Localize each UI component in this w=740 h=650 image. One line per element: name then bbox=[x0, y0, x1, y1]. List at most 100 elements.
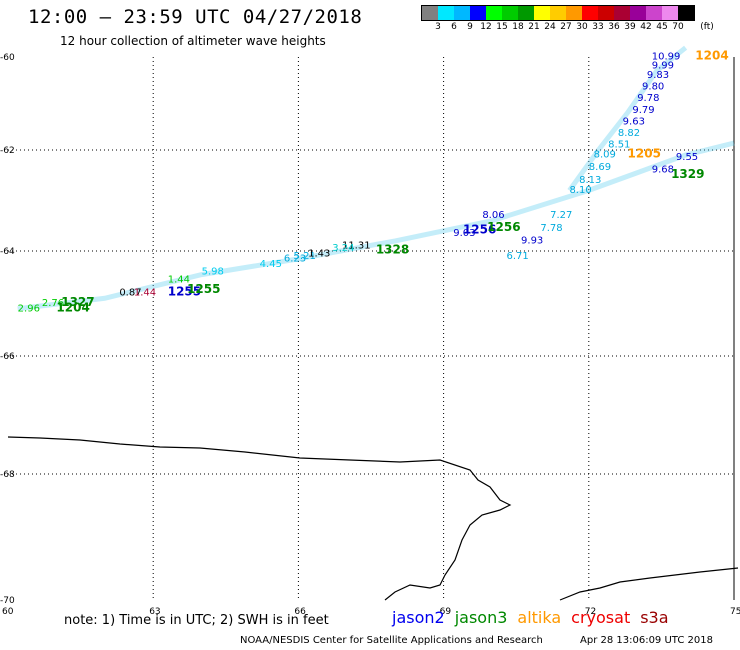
legend-swatch bbox=[662, 6, 678, 20]
lon-tick-label: 63 bbox=[149, 607, 160, 617]
legend-swatch bbox=[470, 6, 486, 20]
wave-height-value: 9.68 bbox=[652, 165, 674, 176]
pass-time-label: 1328 bbox=[376, 243, 409, 257]
legend-swatch bbox=[486, 6, 502, 20]
wave-height-value: 6.23 bbox=[284, 254, 306, 265]
wave-height-value: 8.69 bbox=[589, 162, 611, 173]
mission-jason2: jason2 bbox=[392, 608, 445, 627]
legend-label: 42 bbox=[640, 22, 652, 32]
wave-height-value: 9.55 bbox=[676, 152, 698, 163]
pass-time-label: 1204 bbox=[695, 48, 728, 62]
wave-height-value: 1.44 bbox=[168, 275, 190, 286]
lon-tick-label: 75 bbox=[730, 607, 740, 617]
wave-height-value: 5.98 bbox=[202, 267, 224, 278]
legend-label: 39 bbox=[624, 22, 636, 32]
mission-cryosat: cryosat bbox=[571, 608, 631, 627]
legend-label: 30 bbox=[576, 22, 588, 32]
lon-tick-label: 66 bbox=[294, 607, 306, 617]
axis-tick-labels: 60 63 66 69 72 75 -60 -62 -64 -66 -68 -70 bbox=[0, 53, 740, 617]
pass-time-label: 1256 bbox=[463, 222, 496, 236]
wave-height-value: 4.45 bbox=[260, 259, 282, 270]
graticule bbox=[8, 57, 735, 600]
legend-swatch bbox=[598, 6, 614, 20]
wave-height-value: 8.10 bbox=[569, 185, 591, 196]
pass-time-label: 1327 bbox=[61, 295, 94, 309]
legend-label: 18 bbox=[512, 22, 524, 32]
legend-label: 12 bbox=[480, 22, 492, 32]
pass-time-label: 1256 bbox=[487, 220, 520, 234]
legend-label: 9 bbox=[467, 22, 473, 32]
legend-label: 3 bbox=[435, 22, 441, 32]
lat-tick-label: -68 bbox=[0, 470, 15, 480]
wave-height-value: 2.76 bbox=[42, 298, 64, 309]
legend-label: 15 bbox=[496, 22, 508, 32]
legend-label: 45 bbox=[656, 22, 668, 32]
legend-swatch bbox=[518, 6, 534, 20]
map-subtitle: 12 hour collection of altimeter wave hei… bbox=[60, 34, 326, 48]
wave-height-value: 1.44 bbox=[134, 288, 156, 299]
legend-swatch bbox=[630, 6, 646, 20]
lat-tick-label: -64 bbox=[0, 247, 15, 257]
wave-height-value: 1.43 bbox=[308, 248, 330, 259]
ground-track bbox=[17, 140, 735, 312]
wave-height-value: 9.80 bbox=[642, 82, 664, 93]
wave-height-value: 11.31 bbox=[342, 240, 371, 251]
lon-tick-label: 69 bbox=[440, 607, 452, 617]
legend-swatch bbox=[678, 6, 694, 20]
wave-height-value: 6.71 bbox=[507, 251, 529, 262]
wave-height-value: 0.87 bbox=[119, 288, 141, 299]
wave-height-value: 7.27 bbox=[550, 210, 572, 221]
pass-time-label: 1255 bbox=[168, 285, 201, 299]
legend-swatch bbox=[438, 6, 454, 20]
color-legend: 3 6 9 12 15 18 21 24 27 30 33 36 39 42 45 70 (ft) bbox=[421, 5, 714, 33]
map-title: 12:00 – 23:59 UTC 04/27/2018 bbox=[28, 6, 363, 28]
wave-height-value: 9.99 bbox=[652, 61, 674, 72]
wave-height-value: 5.21 bbox=[294, 251, 316, 262]
lat-tick-label: -70 bbox=[0, 596, 15, 606]
wave-height-value: 8.51 bbox=[608, 140, 630, 151]
wave-height-value: 9.83 bbox=[647, 70, 669, 81]
pass-time-label: 1255 bbox=[187, 282, 220, 296]
wave-height-value: 9.03 bbox=[453, 228, 475, 239]
coastline bbox=[7, 436, 739, 601]
mission-altika: altika bbox=[517, 608, 562, 627]
legend-swatch bbox=[534, 6, 550, 20]
credit-line: NOAA/NESDIS Center for Satellite Applica… bbox=[240, 635, 543, 646]
satellite-tracks bbox=[17, 45, 735, 312]
wave-height-value: 8.13 bbox=[579, 175, 601, 186]
legend-swatch bbox=[454, 6, 470, 20]
legend-swatch bbox=[550, 6, 566, 20]
wave-height-value: 9.78 bbox=[637, 93, 659, 104]
wave-height-value: 10.99 bbox=[652, 51, 681, 62]
legend-swatch bbox=[646, 6, 662, 20]
lat-tick-label: -66 bbox=[0, 352, 15, 362]
wave-height-value: 9.63 bbox=[623, 116, 645, 127]
legend-swatch bbox=[422, 6, 438, 20]
legend-label: 24 bbox=[544, 22, 556, 32]
legend-units: (ft) bbox=[700, 22, 714, 32]
wave-height-value: 9.79 bbox=[632, 105, 654, 116]
wave-height-value: 8.06 bbox=[482, 210, 504, 221]
legend-label: 36 bbox=[608, 22, 620, 32]
legend-label: 70 bbox=[672, 22, 684, 32]
legend-swatch bbox=[502, 6, 518, 20]
mission-jason3: jason3 bbox=[454, 608, 508, 627]
legend-label: 21 bbox=[528, 22, 540, 32]
lat-tick-label: -60 bbox=[0, 53, 15, 63]
legend-label: 33 bbox=[592, 22, 604, 32]
wave-height-value: 3.24 bbox=[332, 243, 354, 254]
ground-track bbox=[567, 45, 688, 192]
wave-height-value: 7.78 bbox=[540, 223, 562, 234]
mission-legend: jason2 jason3 altika cryosat s3a bbox=[392, 608, 679, 627]
legend-labels: 3 6 9 12 15 18 21 24 27 30 33 36 39 42 45 70 (ft) bbox=[421, 21, 714, 33]
legend-swatch bbox=[566, 6, 582, 20]
lat-tick-label: -62 bbox=[0, 146, 15, 156]
legend-swatches bbox=[421, 5, 695, 21]
legend-label: 6 bbox=[451, 22, 457, 32]
wave-height-value: 9.93 bbox=[521, 235, 543, 246]
wave-height-value: 8.09 bbox=[594, 150, 616, 161]
pass-time-label: 1329 bbox=[671, 167, 704, 181]
footer-note: note: 1) Time is in UTC; 2) SWH is in fe… bbox=[64, 613, 329, 628]
